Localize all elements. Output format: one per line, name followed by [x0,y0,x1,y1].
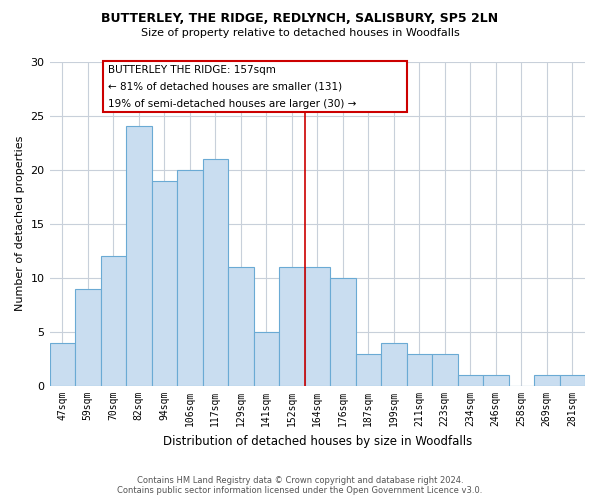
Text: ← 81% of detached houses are smaller (131): ← 81% of detached houses are smaller (13… [108,82,343,92]
Text: BUTTERLEY THE RIDGE: 157sqm: BUTTERLEY THE RIDGE: 157sqm [108,64,276,74]
Bar [75,288,101,386]
Bar [458,375,483,386]
Bar [432,354,458,386]
Bar [330,278,356,386]
Bar [279,267,305,386]
Text: BUTTERLEY, THE RIDGE, REDLYNCH, SALISBURY, SP5 2LN: BUTTERLEY, THE RIDGE, REDLYNCH, SALISBUR… [101,12,499,26]
Bar [483,375,509,386]
Bar [534,375,560,386]
Y-axis label: Number of detached properties: Number of detached properties [15,136,25,312]
Bar [177,170,203,386]
Bar [254,332,279,386]
Bar [126,126,152,386]
Text: Contains HM Land Registry data © Crown copyright and database right 2024.
Contai: Contains HM Land Registry data © Crown c… [118,476,482,495]
Bar [228,267,254,386]
Bar [103,62,407,112]
Bar [305,267,330,386]
Bar [101,256,126,386]
Bar [381,343,407,386]
Bar [407,354,432,386]
Bar [152,180,177,386]
Bar [50,343,75,386]
Text: Size of property relative to detached houses in Woodfalls: Size of property relative to detached ho… [140,28,460,38]
Bar [560,375,585,386]
Bar [356,354,381,386]
Text: 19% of semi-detached houses are larger (30) →: 19% of semi-detached houses are larger (… [108,98,356,108]
Bar [203,159,228,386]
X-axis label: Distribution of detached houses by size in Woodfalls: Distribution of detached houses by size … [163,434,472,448]
